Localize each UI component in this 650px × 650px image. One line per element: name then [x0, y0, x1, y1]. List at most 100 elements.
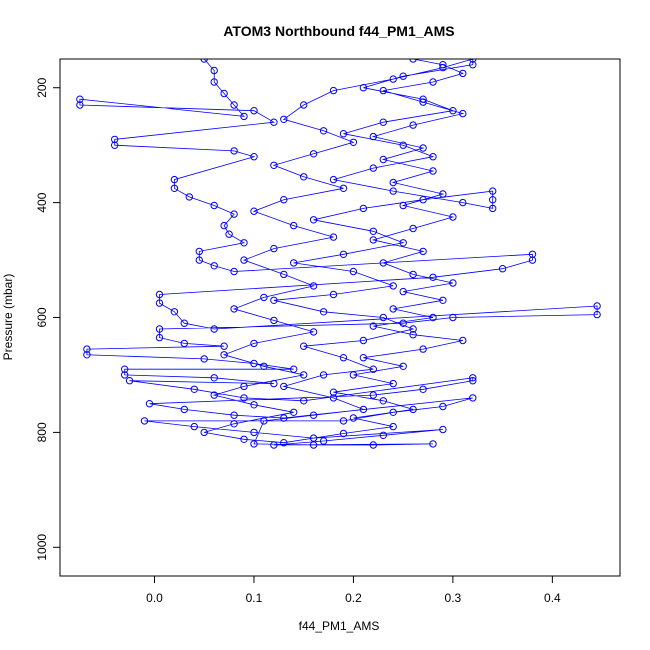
data-point	[250, 153, 258, 161]
series-line	[79, 59, 598, 446]
data-point	[155, 333, 164, 342]
data-point	[180, 405, 189, 414]
data-point	[300, 342, 308, 350]
data-point	[240, 112, 248, 121]
data-point	[300, 101, 308, 109]
data-point	[225, 230, 233, 238]
data-point	[449, 313, 457, 322]
data-point	[140, 417, 149, 425]
data-point	[180, 339, 189, 348]
data-point	[339, 417, 348, 425]
y-tick-label: 400	[35, 192, 49, 212]
data-point	[309, 411, 318, 419]
data-point	[250, 440, 258, 448]
data-point	[319, 127, 328, 135]
y-axis: 200 400 600 800 1000	[35, 77, 60, 561]
data-point	[389, 282, 397, 290]
data-point	[399, 201, 407, 210]
data-point	[419, 385, 427, 393]
data-point	[528, 256, 537, 264]
data-point	[449, 279, 457, 287]
data-point	[449, 107, 457, 115]
data-point	[290, 365, 298, 373]
data-point	[210, 78, 218, 86]
data-point	[270, 244, 278, 253]
data-point	[349, 138, 358, 147]
data-point	[280, 382, 288, 391]
data-point	[270, 379, 278, 388]
x-axis: 0.0 0.1 0.2 0.3 0.4	[146, 576, 561, 605]
data-point	[250, 428, 258, 437]
data-point	[111, 141, 119, 149]
data-point	[379, 313, 387, 322]
data-point	[240, 394, 248, 402]
data-point	[121, 365, 129, 373]
data-point	[260, 417, 268, 425]
data-point	[419, 95, 427, 103]
data-point	[190, 385, 199, 393]
data-point	[210, 374, 218, 382]
data-point	[309, 434, 318, 442]
data-point	[369, 441, 377, 449]
series-layer	[76, 59, 601, 449]
data-point	[399, 141, 407, 149]
data-point	[230, 420, 238, 428]
data-point	[155, 299, 164, 307]
data-point	[195, 256, 204, 264]
data-point	[220, 221, 228, 230]
data-point	[280, 115, 288, 124]
data-point	[369, 322, 377, 330]
data-point	[76, 95, 84, 103]
data-point	[200, 428, 208, 437]
data-point	[469, 374, 477, 382]
data-point	[230, 305, 238, 313]
data-point	[280, 414, 288, 422]
data-point	[489, 187, 497, 195]
x-tick-label: 0.0	[146, 591, 163, 605]
data-point	[359, 354, 368, 362]
data-point	[369, 391, 377, 399]
data-point	[409, 121, 417, 129]
data-point	[409, 325, 417, 333]
data-point	[329, 233, 338, 241]
data-point	[300, 397, 308, 405]
data-point	[83, 351, 91, 359]
data-point	[170, 184, 179, 193]
data-point	[429, 153, 437, 161]
data-point	[250, 107, 258, 115]
data-point	[429, 78, 437, 86]
data-point	[339, 250, 348, 259]
data-point	[389, 379, 397, 388]
data-point	[270, 316, 278, 325]
data-point	[399, 72, 407, 80]
data-point	[290, 221, 298, 230]
data-point	[359, 405, 368, 414]
data-point	[155, 290, 164, 299]
data-point	[469, 394, 477, 402]
data-point	[210, 391, 218, 399]
data-point	[439, 60, 447, 69]
data-point	[210, 66, 218, 75]
data-point	[439, 402, 447, 411]
data-point	[399, 239, 407, 247]
data-point	[469, 377, 477, 385]
data-point	[220, 351, 228, 359]
data-point	[300, 173, 308, 181]
data-point	[260, 362, 268, 370]
data-point	[319, 437, 328, 445]
data-point	[250, 401, 258, 409]
data-point	[250, 359, 258, 368]
data-point	[498, 265, 507, 273]
data-point	[389, 422, 397, 431]
data-point	[429, 273, 437, 281]
x-tick-label: 0.4	[544, 591, 561, 605]
data-point	[230, 267, 238, 276]
data-point	[125, 377, 134, 385]
data-point	[195, 247, 204, 256]
data-point	[309, 328, 318, 336]
data-point	[230, 147, 238, 155]
data-point	[309, 150, 318, 158]
data-point	[250, 339, 258, 348]
data-point	[155, 325, 164, 333]
